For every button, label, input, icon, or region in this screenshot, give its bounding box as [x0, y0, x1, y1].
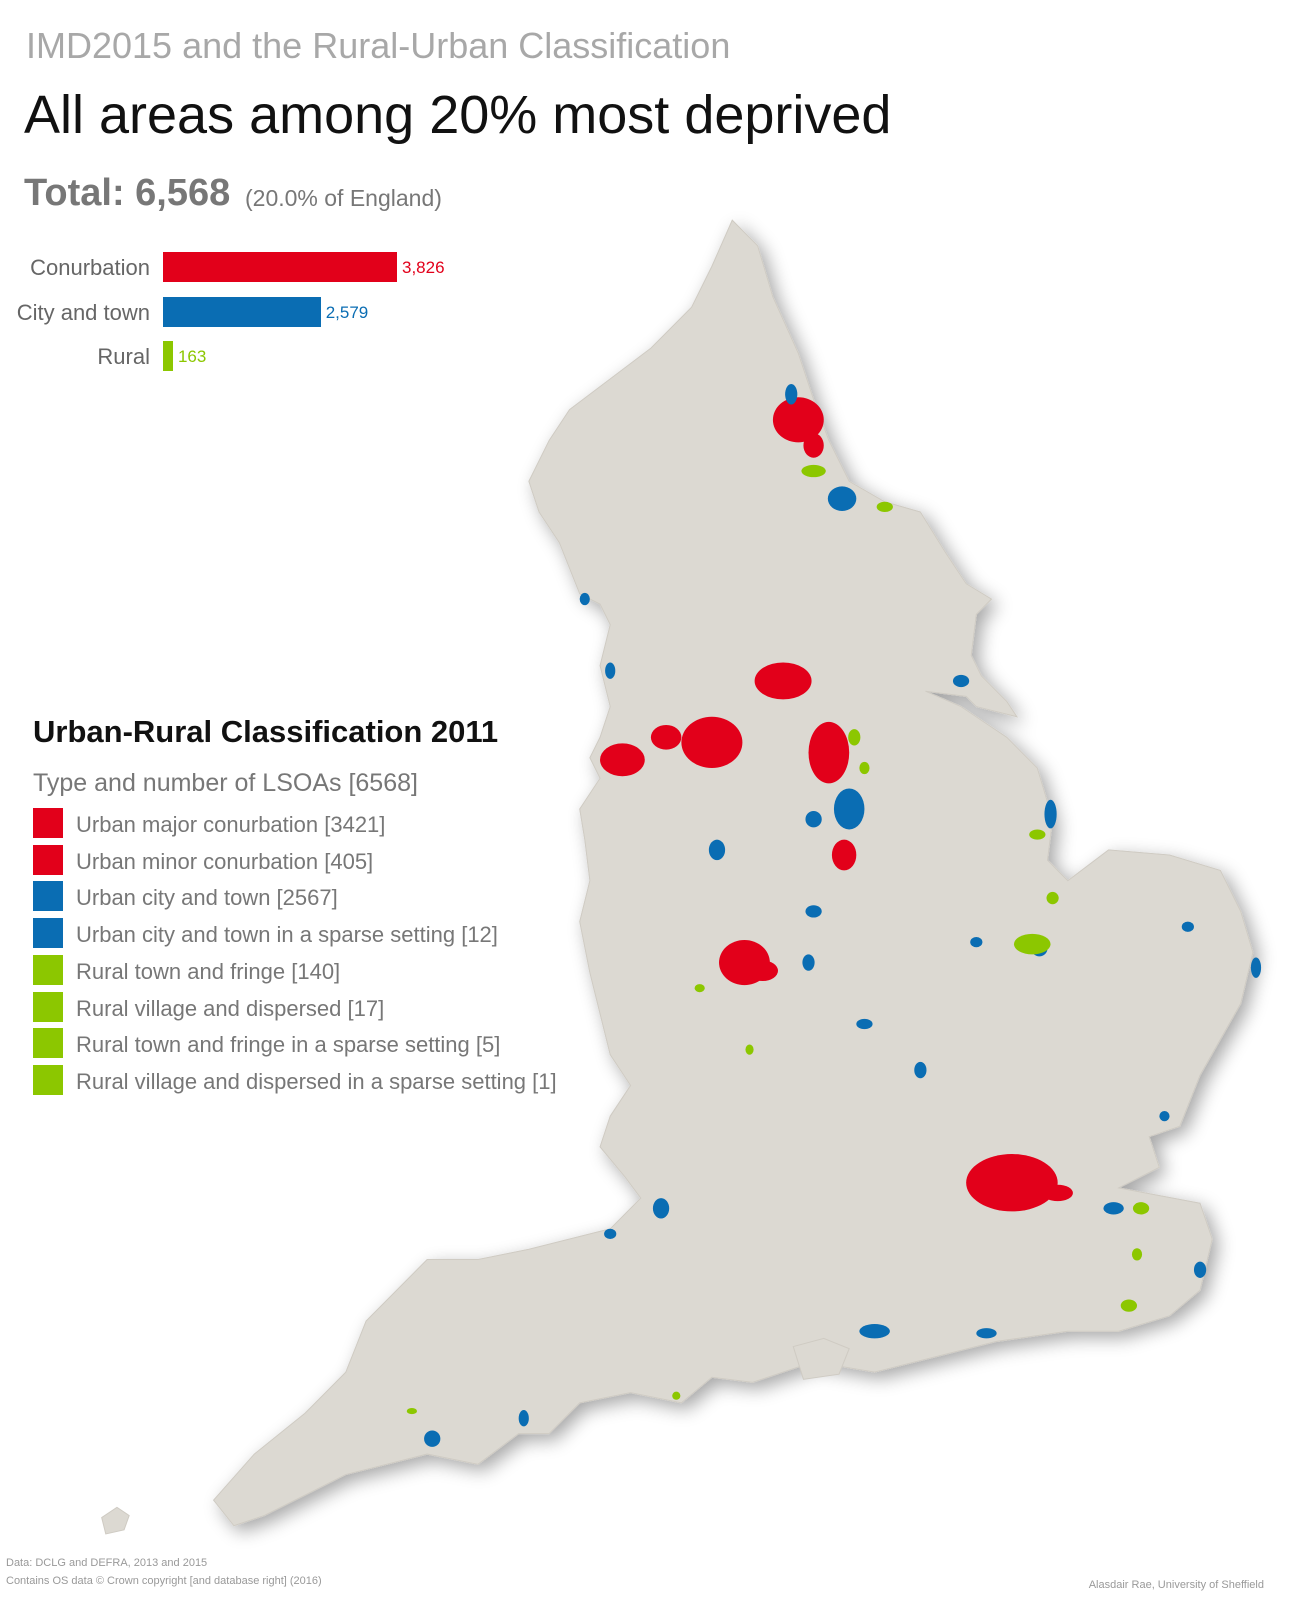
legend-label: Rural town and fringe in a sparse settin… — [76, 1032, 501, 1058]
city-town-areas — [424, 384, 1262, 1447]
scilly — [101, 1506, 130, 1535]
supertitle: IMD2015 and the Rural-Urban Classificati… — [26, 25, 731, 66]
legend-label: Rural village and dispersed in a sparse … — [76, 1068, 557, 1094]
credit: Alasdair Rae, University of Sheffield — [1088, 1579, 1264, 1591]
title: All areas among 20% most deprived — [24, 85, 892, 145]
category-label: Conurbation — [30, 255, 150, 280]
legend-swatch — [33, 881, 63, 912]
value-label: 163 — [177, 347, 207, 366]
legend-label: Rural village and dispersed [17] — [76, 995, 385, 1021]
legend-label: Urban minor conurbation [405] — [76, 848, 374, 874]
category-label: City and town — [16, 299, 150, 325]
legend-swatch — [33, 844, 63, 875]
legend-label: Urban major conurbation [3421] — [76, 812, 386, 837]
total-share: (20.0% of England) — [245, 185, 442, 211]
legend-swatch — [33, 808, 63, 838]
total: Total: 6,568 — [24, 172, 231, 214]
legend-swatch — [33, 1064, 63, 1095]
copyright: Contains OS data © Crown copyright [and … — [6, 1575, 322, 1587]
legend-label: Urban city and town in a sparse setting … — [76, 922, 498, 948]
legend-label: Urban city and town [2567] — [76, 885, 338, 911]
bar — [163, 296, 321, 327]
legend-swatch — [33, 991, 63, 1022]
value-label: 3,826 — [402, 258, 445, 277]
england — [101, 219, 1262, 1535]
legend-swatch — [33, 918, 63, 949]
legend-label: Rural town and fringe [140] — [76, 958, 341, 984]
isle-of-wight — [792, 1337, 850, 1380]
legend-swatch — [33, 954, 63, 985]
source: Data: DCLG and DEFRA, 2013 and 2015 — [6, 1557, 208, 1569]
rural-areas — [406, 464, 1150, 1415]
legend-subtitle: Type and number of LSOAs [6568] — [33, 769, 418, 797]
conurbation-areas — [600, 397, 1073, 1212]
legend-title: Urban-Rural Classification 2011 — [33, 714, 499, 749]
category-label: Rural — [97, 344, 150, 369]
value-label: 2,579 — [325, 302, 369, 322]
bar — [163, 341, 173, 371]
bar — [163, 252, 397, 282]
legend-swatch — [33, 1028, 63, 1059]
